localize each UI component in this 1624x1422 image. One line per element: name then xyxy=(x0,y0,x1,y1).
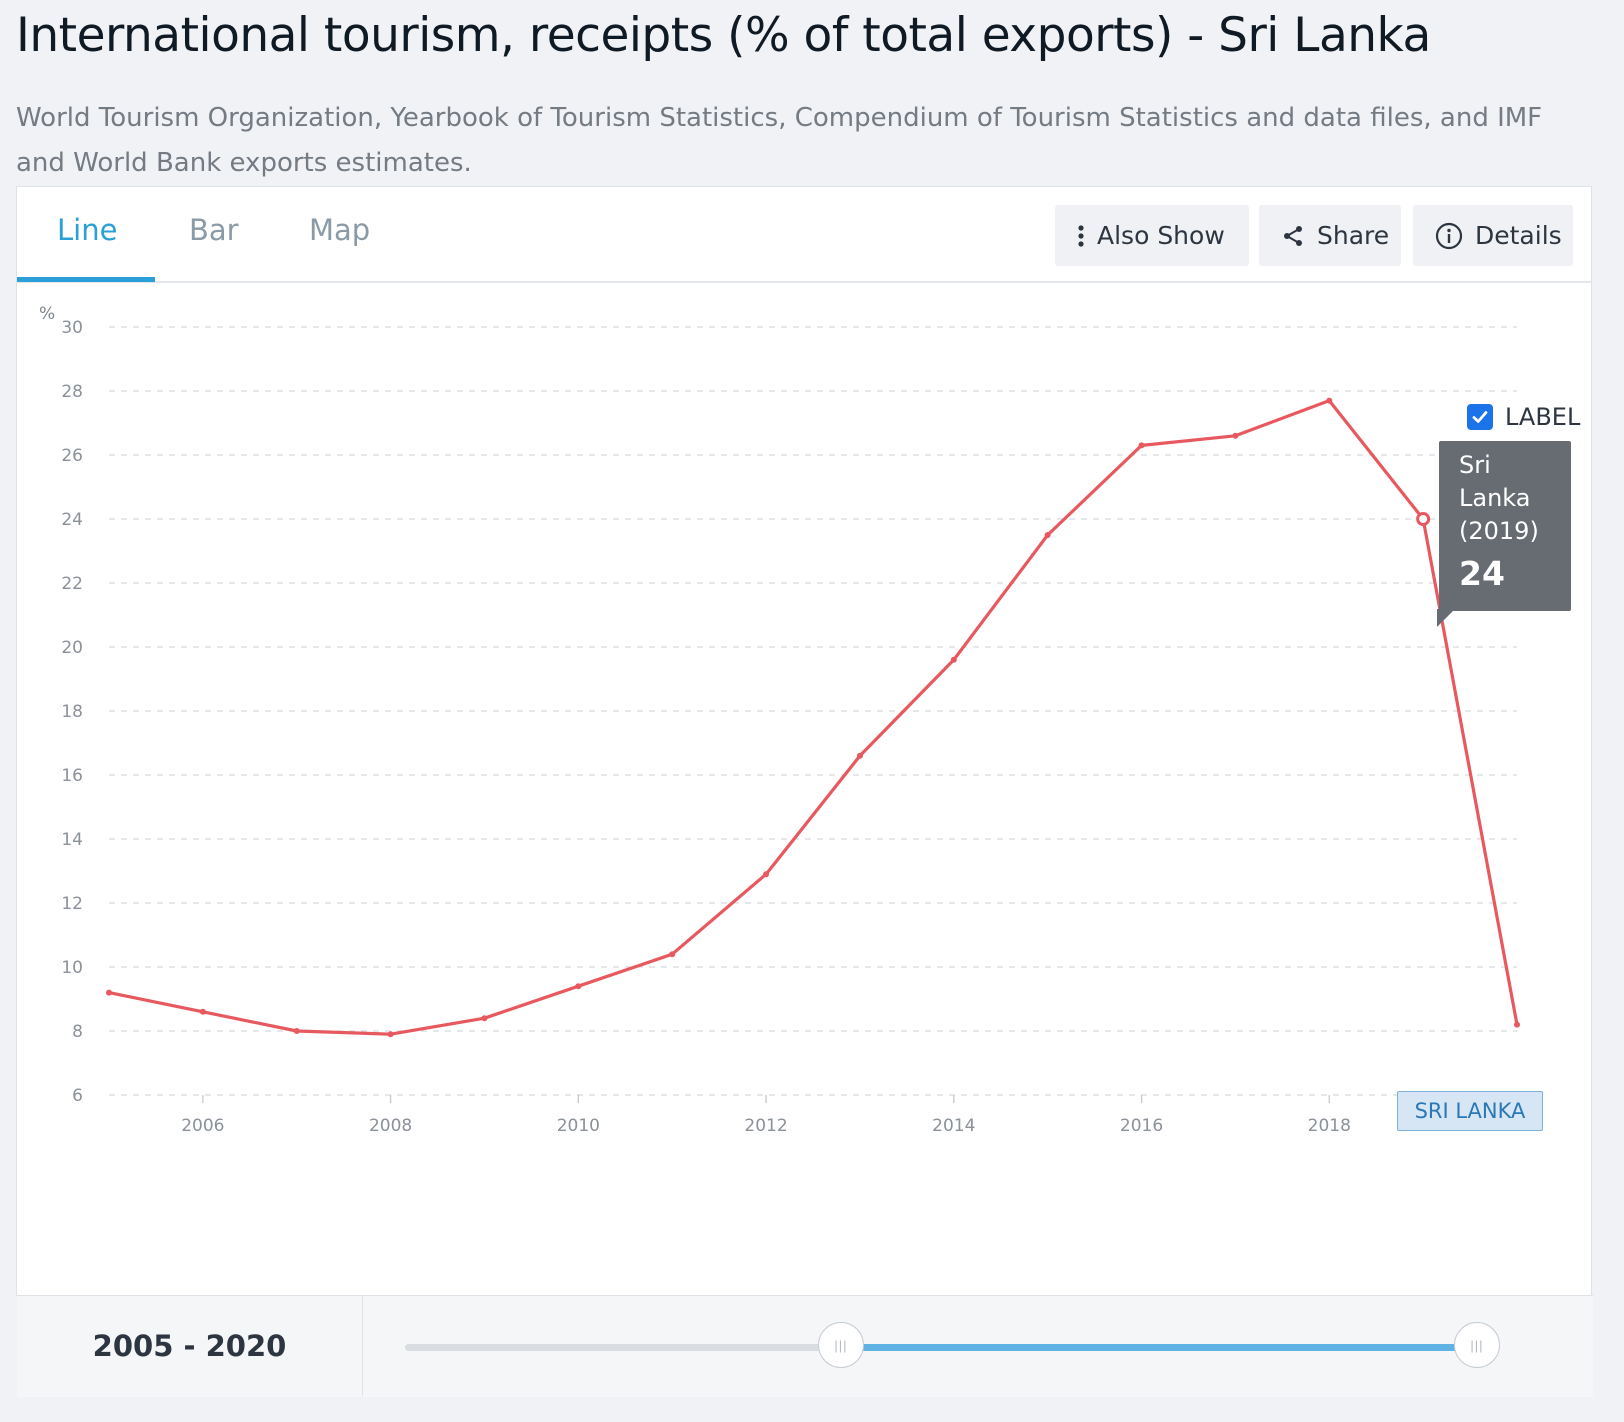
data-point xyxy=(763,871,770,878)
tooltip-pointer xyxy=(1437,609,1455,627)
data-point xyxy=(1044,532,1051,538)
more-vertical-icon xyxy=(1078,224,1084,247)
y-tick-label: 14 xyxy=(61,830,83,850)
data-point xyxy=(481,1015,488,1022)
y-tick-label: 16 xyxy=(61,766,83,786)
label-toggle-text: LABEL xyxy=(1505,403,1581,431)
y-tick-label: 8 xyxy=(72,1022,83,1042)
source-note: World Tourism Organization, Yearbook of … xyxy=(16,103,1543,178)
series-line xyxy=(108,398,1519,1036)
page-title: International tourism, receipts (% of to… xyxy=(16,8,1431,63)
y-tick-label: 10 xyxy=(61,958,83,978)
share-button[interactable]: Share xyxy=(1259,205,1401,266)
slider-selected-range xyxy=(839,1344,1495,1351)
tooltip-value: 24 xyxy=(1459,554,1505,593)
label-toggle[interactable]: LABEL xyxy=(1467,403,1580,431)
x-tick-label: 2010 xyxy=(557,1116,600,1136)
also-show-button[interactable]: Also Show xyxy=(1055,205,1249,266)
data-point xyxy=(1326,397,1333,404)
data-point xyxy=(387,1031,394,1038)
y-tick-label: 6 xyxy=(72,1086,83,1106)
time-range-footer: 2005 - 2020 ||| ||| xyxy=(17,1295,1593,1397)
checkmark-icon xyxy=(1472,411,1488,423)
chart-card: Line Bar Map Also Show Share Details xyxy=(16,186,1593,1397)
y-tick-label: 18 xyxy=(61,702,83,722)
data-point xyxy=(1232,432,1239,439)
share-label: Share xyxy=(1317,221,1390,250)
tab-map[interactable]: Map xyxy=(309,213,371,247)
slider-start-handle[interactable]: ||| xyxy=(818,1322,864,1368)
y-tick-label: 30 xyxy=(61,318,83,338)
y-tick-label: 12 xyxy=(61,894,83,914)
series-label-badge: SRI LANKA xyxy=(1397,1091,1543,1131)
details-label: Details xyxy=(1475,221,1562,250)
details-button[interactable]: Details xyxy=(1413,205,1573,266)
also-show-label: Also Show xyxy=(1097,221,1225,250)
year-range-label: 2005 - 2020 xyxy=(17,1296,363,1396)
y-tick-label: 26 xyxy=(61,446,83,466)
grip-icon: ||| xyxy=(1470,1337,1484,1353)
data-point xyxy=(950,656,957,663)
x-tick-label: 2008 xyxy=(369,1116,412,1136)
range-label-text: 2005 - 2020 xyxy=(92,1329,287,1363)
data-tooltip: Sri Lanka (2019) 24 xyxy=(1439,441,1571,611)
share-icon xyxy=(1284,225,1302,246)
y-axis-unit-label: % xyxy=(39,304,55,324)
slider-end-handle[interactable]: ||| xyxy=(1454,1322,1500,1368)
x-tick-label: 2012 xyxy=(744,1116,787,1136)
data-point xyxy=(1138,442,1145,449)
data-point xyxy=(856,752,863,759)
active-tab-indicator xyxy=(17,277,155,282)
data-point xyxy=(575,983,582,990)
label-checkbox[interactable] xyxy=(1467,404,1493,430)
data-point xyxy=(1514,1021,1520,1028)
data-point xyxy=(293,1028,300,1034)
line-chart: % 6 8 10 12 14 16 18 20 22 24 26 28 30 2006 2008 2010 201… xyxy=(39,304,1539,1136)
x-tick-label: 2006 xyxy=(181,1116,224,1136)
data-point xyxy=(669,951,676,958)
y-tick-label: 22 xyxy=(61,574,83,594)
x-tick-label: 2018 xyxy=(1308,1116,1351,1136)
tooltip-series-name: Sri Lanka (2019) xyxy=(1459,451,1539,545)
info-icon xyxy=(1435,222,1463,249)
x-tick-label: 2014 xyxy=(932,1116,975,1136)
x-tick-label: 2016 xyxy=(1120,1116,1163,1136)
chart-area: % 6 8 10 12 14 16 18 20 22 24 26 28 30 2006 2008 2010 201… xyxy=(17,283,1593,1297)
tabs-bar: Line Bar Map Also Show Share Details xyxy=(17,187,1591,283)
y-tick-label: 20 xyxy=(61,638,83,658)
data-point xyxy=(106,989,112,996)
grip-icon: ||| xyxy=(834,1337,848,1353)
year-range-slider[interactable] xyxy=(405,1344,1495,1351)
data-point xyxy=(199,1008,206,1015)
tab-line[interactable]: Line xyxy=(57,213,118,247)
tab-bar[interactable]: Bar xyxy=(189,213,239,247)
y-tick-label: 28 xyxy=(61,382,83,402)
highlighted-data-point xyxy=(1416,512,1431,526)
y-tick-label: 24 xyxy=(61,510,83,530)
